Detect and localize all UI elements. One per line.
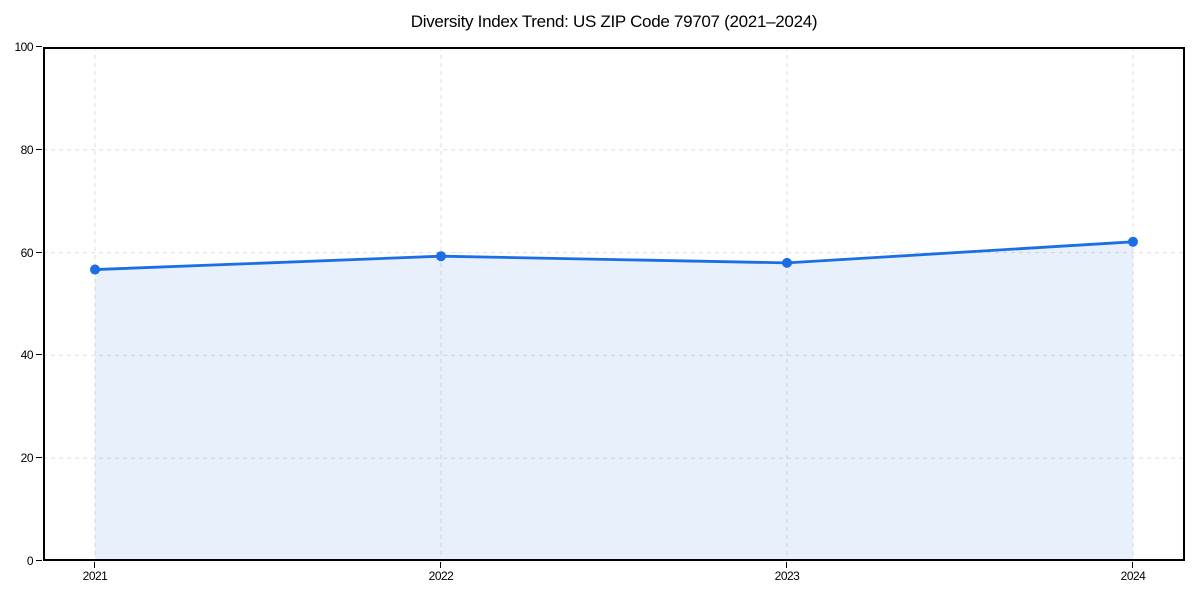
- y-tick-mark: [36, 251, 42, 253]
- line-area-chart: [43, 47, 1185, 561]
- data-point-marker: [1128, 236, 1138, 247]
- x-tick-label: 2024: [1120, 569, 1146, 583]
- y-tick-mark: [36, 148, 42, 150]
- data-point-marker: [90, 264, 100, 275]
- y-tick-mark: [36, 560, 42, 561]
- x-tick-label: 2021: [82, 569, 108, 583]
- x-tick-label: 2022: [428, 569, 454, 583]
- y-tick-label: 20: [20, 451, 34, 466]
- x-tick-mark: [94, 562, 95, 568]
- y-tick-mark: [36, 354, 42, 356]
- trend-line: [93, 240, 1135, 271]
- y-tick-label: 40: [20, 348, 34, 363]
- area-fill: [95, 241, 1133, 561]
- y-tick-mark: [36, 457, 42, 459]
- y-tick-label: 80: [20, 142, 34, 157]
- x-tick-label: 2023: [774, 569, 800, 583]
- x-tick-mark: [786, 562, 787, 568]
- chart-title: Diversity Index Trend: US ZIP Code 79707…: [410, 12, 818, 31]
- x-tick-mark: [1132, 562, 1133, 568]
- data-point-marker: [436, 251, 446, 262]
- y-tick-label: 0: [26, 554, 34, 568]
- data-point-marker: [782, 257, 792, 268]
- axes-spines: [43, 47, 1185, 561]
- plot-area: [43, 47, 1185, 561]
- x-tick-mark: [440, 562, 441, 568]
- y-tick-label: 100: [14, 40, 33, 54]
- y-tick-label: 60: [20, 245, 34, 260]
- y-tick-mark: [36, 46, 42, 47]
